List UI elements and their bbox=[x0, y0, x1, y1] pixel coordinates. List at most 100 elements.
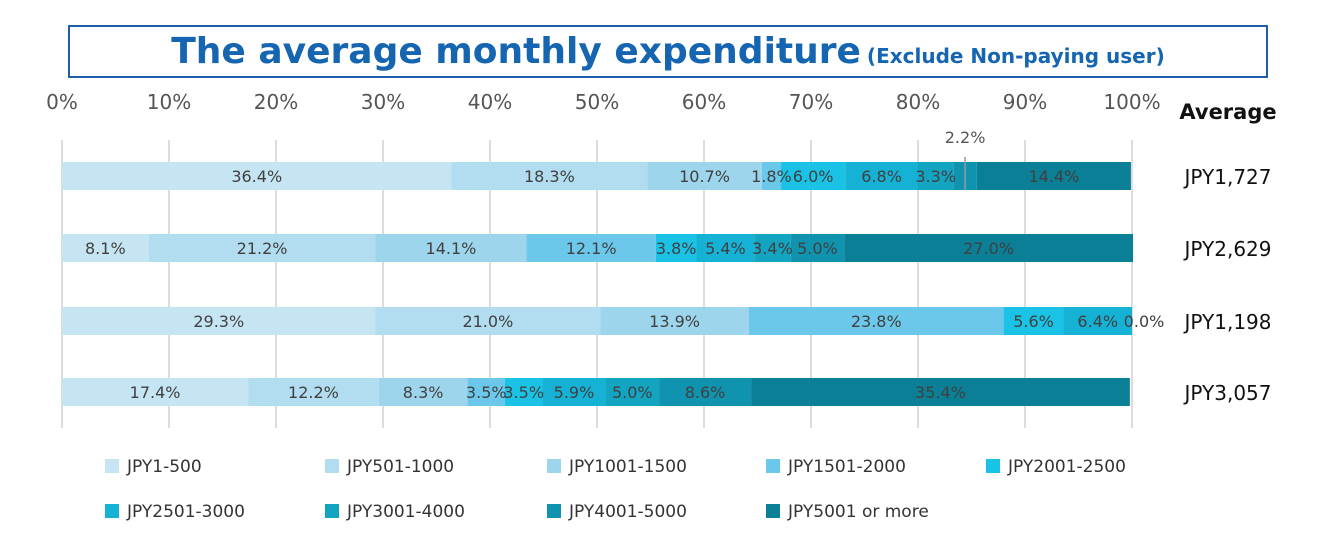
bar-data-label: 27.0% bbox=[963, 239, 1014, 258]
chart-title-box: The average monthly expenditure (Exclude … bbox=[68, 25, 1268, 78]
bar-data-label: 0.0% bbox=[1124, 312, 1165, 331]
bar-segment bbox=[605, 378, 660, 406]
bar-segment bbox=[600, 307, 749, 335]
bar-segment bbox=[467, 378, 505, 406]
bar-data-label: 21.2% bbox=[237, 239, 288, 258]
bar-data-label: 8.3% bbox=[403, 383, 444, 402]
legend-label: JPY3001-4000 bbox=[346, 502, 465, 522]
bar-data-label: 5.4% bbox=[705, 239, 746, 258]
bar-segment bbox=[62, 162, 452, 190]
bar-data-label: 14.1% bbox=[426, 239, 477, 258]
bar-segment bbox=[1063, 307, 1132, 335]
bar-segment bbox=[1003, 307, 1064, 335]
bar-data-label: 29.3% bbox=[193, 312, 244, 331]
bar-data-label: 6.4% bbox=[1077, 312, 1118, 331]
x-tick-label: 20% bbox=[254, 90, 298, 114]
bar-data-label: 3.3% bbox=[915, 167, 956, 186]
average-value: JPY1,727 bbox=[1183, 165, 1272, 189]
average-value: JPY1,198 bbox=[1183, 310, 1272, 334]
bar-data-label: 21.0% bbox=[462, 312, 513, 331]
bar-segment bbox=[845, 162, 918, 190]
x-tick-label: 0% bbox=[46, 90, 78, 114]
x-tick-label: 100% bbox=[1103, 90, 1160, 114]
legend-swatch bbox=[325, 459, 339, 473]
bar-data-label: 8.1% bbox=[85, 239, 126, 258]
legend-swatch bbox=[547, 504, 561, 518]
bars bbox=[62, 162, 1134, 406]
bar-segment bbox=[378, 378, 468, 406]
bar-data-label: 3.5% bbox=[466, 383, 507, 402]
x-axis-ticks: 0% 10% 20% 30% 40% 50% 60% 70% 80% 90% 100% bbox=[46, 90, 1160, 114]
bar-data-label: 12.1% bbox=[566, 239, 617, 258]
bar-segment bbox=[375, 307, 601, 335]
legend-swatch bbox=[766, 459, 780, 473]
legend-label: JPY1001-1500 bbox=[568, 457, 687, 477]
bar-segment bbox=[248, 378, 379, 406]
bar-data-label: 23.8% bbox=[851, 312, 902, 331]
bar-data-label: 3.5% bbox=[503, 383, 544, 402]
x-tick-label: 30% bbox=[361, 90, 405, 114]
bar-data-label: 5.6% bbox=[1013, 312, 1054, 331]
bar-segment bbox=[542, 378, 606, 406]
average-value: JPY2,629 bbox=[1183, 237, 1272, 261]
legend-label: JPY1501-2000 bbox=[787, 457, 906, 477]
legend-swatch bbox=[986, 459, 1000, 473]
bar-segment bbox=[781, 162, 846, 190]
bar-segment bbox=[148, 234, 376, 262]
legend-swatch bbox=[105, 504, 119, 518]
average-header: Average bbox=[1179, 100, 1276, 124]
legend-label: JPY2001-2500 bbox=[1007, 457, 1126, 477]
x-tick-label: 50% bbox=[575, 90, 619, 114]
bar-data-label: 6.0% bbox=[793, 167, 834, 186]
legend: JPY1-500 JPY501-1000 JPY1001-1500 JPY1501-2… bbox=[105, 457, 1126, 522]
bar-segment bbox=[655, 234, 697, 262]
legend-label: JPY5001 or more bbox=[787, 502, 929, 522]
bar-segment bbox=[659, 378, 752, 406]
bar-segment bbox=[526, 234, 656, 262]
bar-data-label: 35.4% bbox=[915, 383, 966, 402]
legend-swatch bbox=[105, 459, 119, 473]
bar-data-label: 12.2% bbox=[288, 383, 339, 402]
x-tick-label: 60% bbox=[682, 90, 726, 114]
bar-segment bbox=[451, 162, 648, 190]
bar-segment bbox=[62, 378, 249, 406]
bar-segment bbox=[976, 162, 1131, 190]
bar-data-label: 14.4% bbox=[1028, 167, 1079, 186]
bar-data-label: 5.0% bbox=[612, 383, 653, 402]
bar-data-label: 3.8% bbox=[656, 239, 697, 258]
legend-label: JPY1-500 bbox=[126, 457, 202, 477]
chart-subtitle: (Exclude Non-paying user) bbox=[866, 44, 1165, 68]
bar-segment bbox=[844, 234, 1134, 262]
average-value: JPY3,057 bbox=[1183, 381, 1272, 405]
bar-segment bbox=[761, 162, 782, 190]
x-tick-label: 70% bbox=[789, 90, 833, 114]
bar-data-label: 1.8% bbox=[751, 167, 792, 186]
legend-swatch bbox=[547, 459, 561, 473]
bar-segment bbox=[375, 234, 527, 262]
legend-swatch bbox=[766, 504, 780, 518]
bar-data-label: 2.2% bbox=[945, 128, 986, 147]
bar-data-label: 5.0% bbox=[797, 239, 838, 258]
average-values: JPY1,727 JPY2,629 JPY1,198 JPY3,057 bbox=[1183, 165, 1272, 405]
x-tick-label: 10% bbox=[147, 90, 191, 114]
bar-segment bbox=[62, 307, 376, 335]
bar-segment bbox=[918, 162, 954, 190]
chart-title: The average monthly expenditure bbox=[171, 31, 861, 72]
bar-segment bbox=[790, 234, 845, 262]
bar-data-label: 17.4% bbox=[130, 383, 181, 402]
bar-data-label: 5.9% bbox=[554, 383, 595, 402]
bar-data-label: 6.8% bbox=[861, 167, 902, 186]
bar-segment bbox=[754, 234, 791, 262]
x-tick-label: 80% bbox=[896, 90, 940, 114]
legend-label: JPY501-1000 bbox=[346, 457, 454, 477]
bar-data-label: 8.6% bbox=[685, 383, 726, 402]
x-tick-label: 40% bbox=[468, 90, 512, 114]
bar-segment bbox=[62, 234, 149, 262]
data-labels: 36.4% 18.3% 10.7% 1.8% 6.0% 6.8% 3.3% 2.2% 14.4%… bbox=[85, 128, 1164, 402]
legend-label: JPY4001-5000 bbox=[568, 502, 687, 522]
bar-data-label: 13.9% bbox=[649, 312, 700, 331]
bar-data-label: 10.7% bbox=[679, 167, 730, 186]
bar-segment bbox=[751, 378, 1130, 406]
bar-segment bbox=[696, 234, 755, 262]
